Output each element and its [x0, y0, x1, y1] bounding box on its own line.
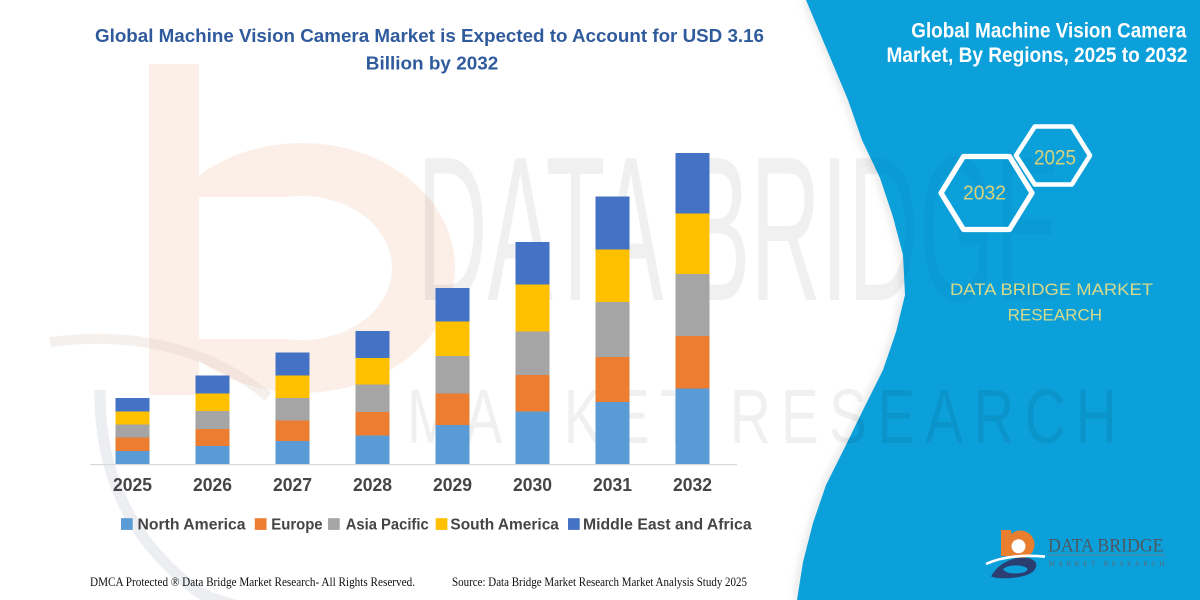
svg-text:2029: 2029	[433, 474, 472, 495]
svg-text:North America: North America	[138, 516, 246, 533]
svg-text:2031: 2031	[593, 474, 632, 495]
svg-text:DMCA Protected ® Data Bridge M: DMCA Protected ® Data Bridge Market Rese…	[90, 574, 415, 589]
svg-text:2025: 2025	[113, 474, 152, 495]
svg-text:Middle East and Africa: Middle East and Africa	[583, 516, 752, 533]
svg-text:South America: South America	[450, 516, 559, 533]
svg-text:MARKET RESEARCH: MARKET RESEARCH	[407, 374, 1127, 460]
svg-text:Global Machine Vision Camera: Global Machine Vision Camera	[911, 20, 1186, 43]
svg-text:DATA BRIDGE MARKET: DATA BRIDGE MARKET	[950, 280, 1153, 299]
svg-text:Source: Data Bridge Market Res: Source: Data Bridge Market Research Mark…	[452, 574, 747, 589]
svg-text:2027: 2027	[273, 474, 312, 495]
svg-text:Billion by 2032: Billion by 2032	[366, 52, 499, 73]
svg-text:2032: 2032	[963, 182, 1006, 205]
svg-text:MARKET RESEARCH: MARKET RESEARCH	[1049, 560, 1165, 568]
svg-text:Market, By Regions, 2025 to 20: Market, By Regions, 2025 to 2032	[887, 44, 1188, 67]
svg-text:RESEARCH: RESEARCH	[1008, 306, 1102, 325]
svg-text:DATA BRIDGE: DATA BRIDGE	[1048, 536, 1164, 557]
svg-text:Europe: Europe	[271, 516, 322, 533]
svg-text:Asia Pacific: Asia Pacific	[346, 516, 429, 533]
svg-text:Global Machine Vision Camera M: Global Machine Vision Camera Market is E…	[95, 25, 764, 46]
svg-text:2025: 2025	[1034, 146, 1076, 170]
svg-text:2028: 2028	[353, 474, 392, 495]
svg-text:2032: 2032	[673, 474, 712, 495]
svg-text:DATA BRIDGE: DATA BRIDGE	[417, 114, 1060, 344]
svg-text:2030: 2030	[513, 474, 552, 495]
svg-text:2026: 2026	[193, 474, 232, 495]
